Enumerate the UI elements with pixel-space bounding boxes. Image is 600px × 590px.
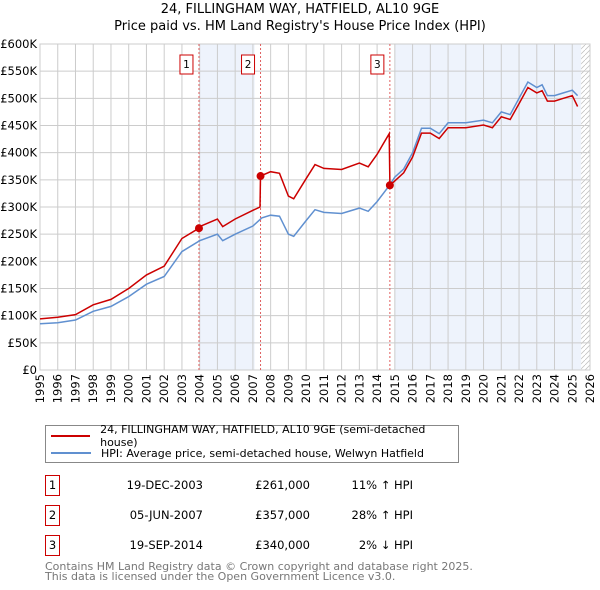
sale-point xyxy=(256,172,265,181)
x-tick-label: 2012 xyxy=(335,374,349,403)
property-price-line xyxy=(39,86,579,320)
legend-label: HPI: Average price, semi-detached house,… xyxy=(101,446,424,460)
x-tick-label: 2013 xyxy=(352,374,366,403)
price: £261,000 xyxy=(255,478,310,492)
x-tick-label: 2026 xyxy=(583,374,597,403)
x-tick-label: 2011 xyxy=(317,374,331,403)
marker-badge: 3 xyxy=(45,535,60,556)
legend-item-property: 24, FILLINGHAM WAY, HATFIELD, AL10 9GE (… xyxy=(51,423,458,449)
x-tick-label: 2008 xyxy=(264,374,278,403)
y-tick-label: £200K xyxy=(0,254,37,268)
x-tick-label: 2004 xyxy=(193,374,207,403)
x-tick-label: 2006 xyxy=(228,374,242,403)
sale-label-box xyxy=(370,54,385,75)
transaction-row: 2 05-JUN-2007 £357,000 28% ↑ HPI xyxy=(45,505,445,526)
x-tick-label: 2023 xyxy=(530,374,544,403)
chart-title: 24, FILLINGHAM WAY, HATFIELD, AL10 9GE xyxy=(160,2,440,17)
x-tick-label: 2022 xyxy=(512,374,526,403)
x-tick-label: 2025 xyxy=(565,374,579,403)
date: 19-DEC-2003 xyxy=(126,478,203,492)
marker-badge: 1 xyxy=(45,475,60,496)
y-tick-label: £400K xyxy=(0,146,37,160)
y-tick-label: £450K xyxy=(0,119,37,133)
sale-label: 1 xyxy=(183,59,190,71)
x-tick-label: 2014 xyxy=(370,374,384,403)
sale-label: 3 xyxy=(374,59,381,71)
x-tick-label: 2001 xyxy=(139,374,153,403)
hpi-line xyxy=(39,80,579,325)
sale-point xyxy=(194,224,203,233)
x-tick-label: 2007 xyxy=(246,374,260,403)
y-tick-label: £50K xyxy=(8,336,38,350)
x-tick-label: 2002 xyxy=(157,374,171,403)
x-tick-label: 2015 xyxy=(388,374,402,403)
legend-swatch xyxy=(51,435,91,437)
x-tick-label: 2021 xyxy=(494,374,508,403)
x-tick-label: 1997 xyxy=(68,374,82,403)
hpi-diff: 28% ↑ HPI xyxy=(351,508,413,522)
price: £340,000 xyxy=(255,538,310,552)
legend-item-hpi: HPI: Average price, semi-detached house,… xyxy=(51,445,424,461)
hpi-diff: 11% ↑ HPI xyxy=(351,478,413,492)
y-tick-label: £150K xyxy=(0,282,37,296)
x-tick-label: 2018 xyxy=(441,374,455,403)
sale-label: 2 xyxy=(245,59,252,71)
footer-copyright: Contains HM Land Registry data © Crown c… xyxy=(45,560,473,573)
price: £357,000 xyxy=(255,508,310,522)
marker-badge: 2 xyxy=(45,505,60,526)
y-tick-label: £300K xyxy=(0,200,37,214)
x-tick-label: 1995 xyxy=(33,374,47,403)
legend-label: 24, FILLINGHAM WAY, HATFIELD, AL10 9GE (… xyxy=(100,423,426,449)
x-tick-label: 2016 xyxy=(406,374,420,403)
transaction-row: 1 19-DEC-2003 £261,000 11% ↑ HPI xyxy=(45,475,445,496)
x-tick-label: 2000 xyxy=(122,374,136,403)
transaction-row: 3 19-SEP-2014 £340,000 2% ↓ HPI xyxy=(45,535,445,556)
plot-border xyxy=(39,43,591,371)
x-tick-label: 2017 xyxy=(423,374,437,403)
sale-point xyxy=(385,181,394,190)
x-tick-label: 2024 xyxy=(548,374,562,403)
date: 05-JUN-2007 xyxy=(129,508,203,522)
x-tick-label: 2009 xyxy=(281,374,295,403)
y-tick-label: £350K xyxy=(0,173,37,187)
y-tick-label: £0 xyxy=(22,363,37,377)
y-tick-label: £100K xyxy=(0,309,37,323)
price-chart: 1995 1996 1997 1998 1999 2000 2001 2002 2003 2004… xyxy=(0,37,597,403)
x-tick-label: 1998 xyxy=(86,374,100,403)
x-tick-label: 2010 xyxy=(299,374,313,403)
x-tick-label: 2019 xyxy=(459,374,473,403)
y-tick-label: £250K xyxy=(0,227,37,241)
y-tick-label: £600K xyxy=(0,37,37,51)
sale-label-box xyxy=(241,54,256,75)
sale-label-box xyxy=(179,54,194,75)
y-tick-label: £500K xyxy=(0,91,37,105)
footer-licence: This data is licensed under the Open Gov… xyxy=(45,570,396,583)
y-tick-label: £550K xyxy=(0,64,37,78)
x-tick-label: 2003 xyxy=(175,374,189,403)
x-tick-label: 2005 xyxy=(210,374,224,403)
x-tick-label: 1996 xyxy=(51,374,65,403)
date: 19-SEP-2014 xyxy=(129,538,203,552)
legend: 24, FILLINGHAM WAY, HATFIELD, AL10 9GE (… xyxy=(45,423,459,463)
x-tick-label: 2020 xyxy=(477,374,491,403)
chart-subtitle: Price paid vs. HM Land Registry's House … xyxy=(114,19,486,34)
x-tick-label: 1999 xyxy=(104,374,118,403)
hpi-diff: 2% ↓ HPI xyxy=(358,538,413,552)
legend-swatch xyxy=(51,452,91,454)
